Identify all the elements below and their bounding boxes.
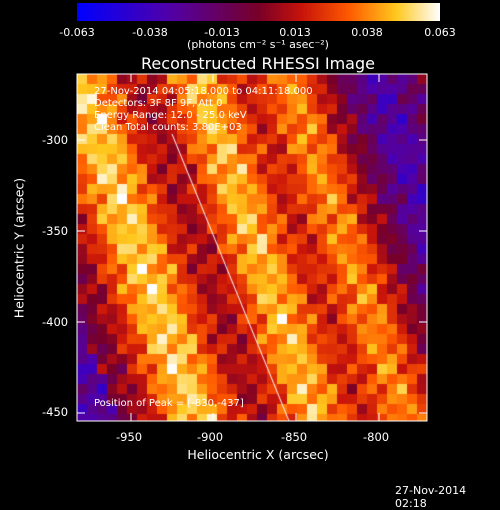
y-tick-label: -300 — [42, 133, 69, 147]
x-tick-label: -950 — [116, 430, 143, 444]
y-tick-label: -350 — [42, 224, 69, 238]
colorbar-tick: 0.063 — [424, 26, 456, 39]
info-clean: Clean Total counts: 3.80E+03 — [94, 122, 242, 133]
colorbar-tick: -0.038 — [132, 26, 168, 39]
y-axis-title: Heliocentric Y (arcsec) — [11, 177, 27, 319]
info-time: 27-Nov-2014 04:05:18.000 to 04:11:18.000 — [94, 86, 313, 97]
colorbar-tick: -0.063 — [59, 26, 95, 39]
x-tick-label: -850 — [281, 430, 308, 444]
colorbar-gradient — [77, 3, 440, 21]
y-tick-label: -400 — [42, 315, 69, 329]
timestamp: 27-Nov-2014 02:18 — [395, 484, 467, 510]
y-tick-label: -450 — [42, 405, 69, 419]
colorbar — [77, 3, 440, 21]
info-peak: Position of Peak = [-830,-437] — [94, 398, 244, 409]
colorbar-tick: 0.038 — [351, 26, 383, 39]
info-detectors: Detectors: 3F 8F 9F, Att 0 — [94, 98, 223, 109]
x-tick-label: -800 — [363, 430, 390, 444]
colorbar-tick: 0.013 — [279, 26, 311, 39]
x-axis-title: Heliocentric X (arcsec) — [187, 447, 329, 462]
colorbar-unit: (photons cm⁻² s⁻¹ asec⁻²) — [187, 38, 329, 51]
image-title: Reconstructed RHESSI Image — [141, 54, 375, 73]
x-tick-label: -900 — [197, 430, 224, 444]
colorbar-tick: -0.013 — [204, 26, 240, 39]
info-energy: Energy Range: 12.0 - 25.0 keV — [94, 110, 247, 121]
